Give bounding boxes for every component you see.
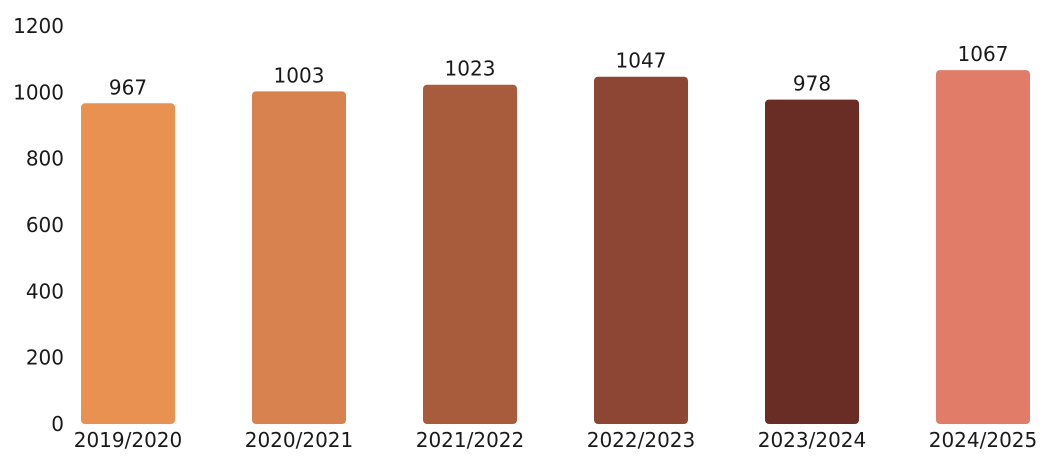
bar — [765, 99, 859, 424]
x-category-label: 2024/2025 — [929, 428, 1038, 452]
bars — [81, 70, 1030, 425]
bar-value-label: 978 — [793, 72, 831, 96]
bar — [936, 70, 1030, 424]
x-axis: 2019/2020 2020/2021 2021/2022 2022/2023 2023… — [74, 428, 1038, 452]
bar — [252, 91, 346, 425]
x-category-label: 2019/2020 — [74, 428, 183, 452]
value-labels: 967 1003 1023 1047 978 1067 — [109, 42, 1009, 99]
y-axis: 0 200 400 600 800 1000 1200 — [13, 14, 64, 436]
x-category-label: 2023/2024 — [758, 428, 867, 452]
x-category-label: 2020/2021 — [245, 428, 354, 452]
bar — [81, 103, 175, 425]
y-tick-label: 200 — [26, 346, 64, 370]
x-category-label: 2021/2022 — [416, 428, 525, 452]
bar-value-label: 1023 — [445, 57, 496, 81]
y-tick-label: 600 — [26, 213, 64, 237]
y-tick-label: 1200 — [13, 14, 64, 38]
bar-value-label: 1067 — [958, 42, 1009, 66]
bar — [594, 76, 688, 425]
y-tick-label: 1000 — [13, 80, 64, 104]
y-tick-label: 0 — [51, 412, 64, 436]
bar-value-label: 1003 — [274, 63, 325, 87]
y-tick-label: 400 — [26, 279, 64, 303]
x-category-label: 2022/2023 — [587, 428, 696, 452]
bar-value-label: 967 — [109, 75, 147, 99]
bar-value-label: 1047 — [616, 49, 667, 73]
y-tick-label: 800 — [26, 147, 64, 171]
bar — [423, 84, 517, 424]
